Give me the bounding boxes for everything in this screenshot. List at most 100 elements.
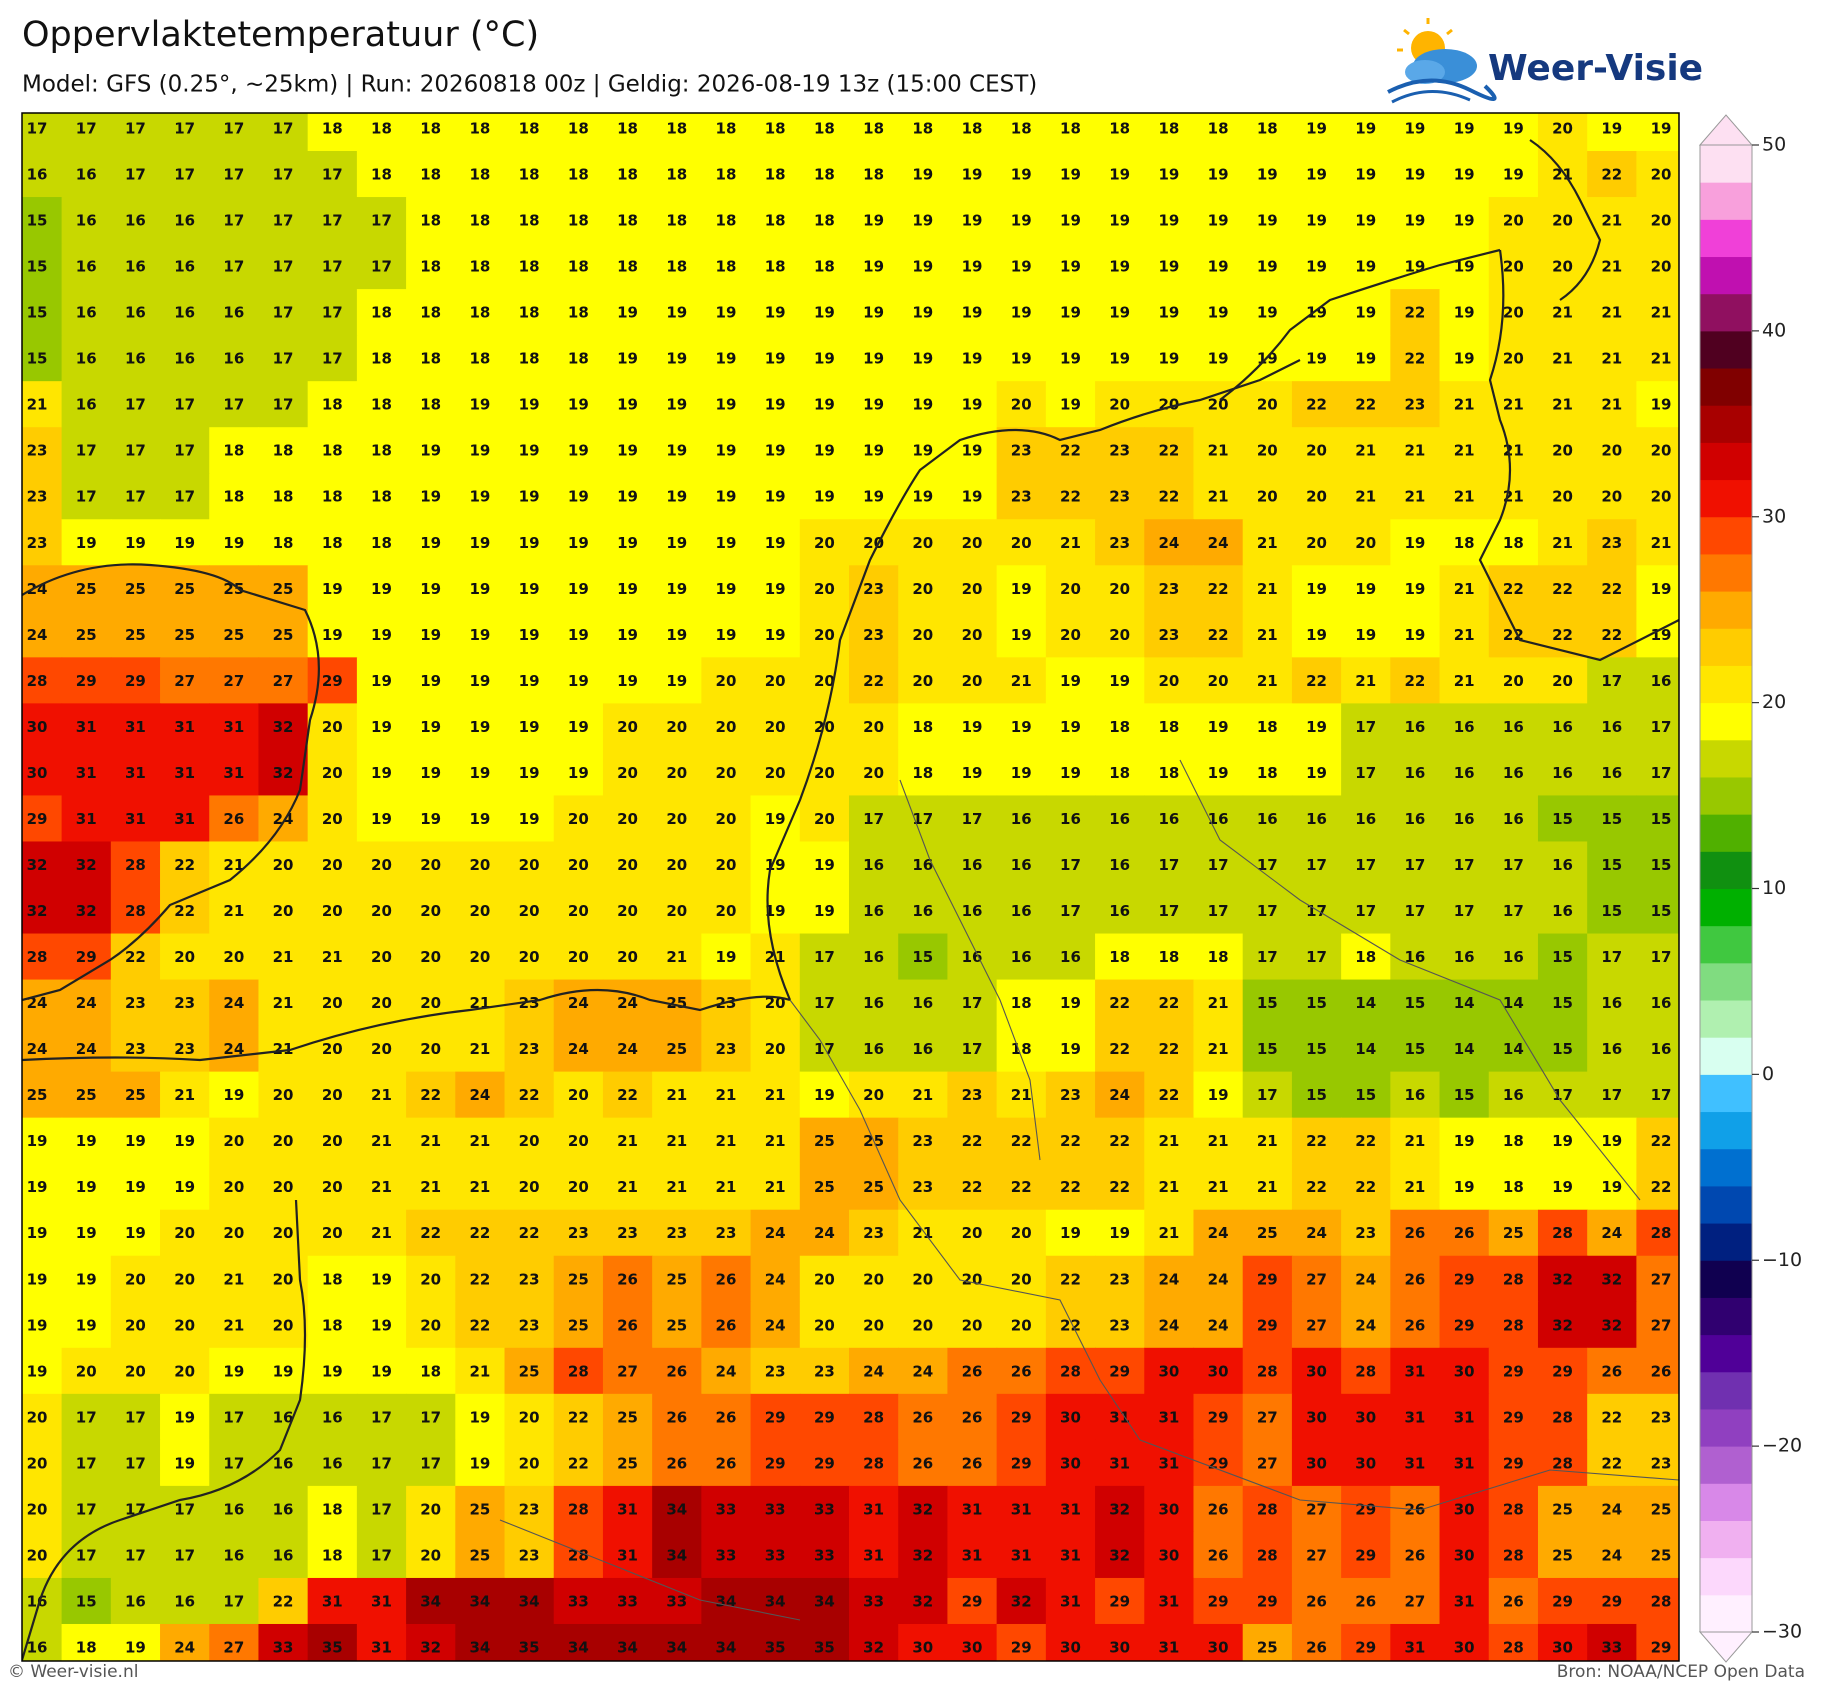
temperature-cell: [258, 841, 309, 889]
temperature-label: 17: [322, 166, 343, 184]
temperature-cell: [1439, 289, 1490, 336]
temperature-cell: [307, 243, 358, 290]
temperature-label: 20: [519, 1408, 540, 1426]
temperature-cell: [1242, 1393, 1293, 1441]
temperature-label: 26: [666, 1362, 687, 1380]
temperature-cell: [1242, 1439, 1293, 1487]
temperature-cell: [1242, 243, 1293, 290]
temperature-cell: [1193, 1623, 1244, 1661]
temperature-cell: [209, 1623, 260, 1661]
temperature-label: 19: [912, 488, 933, 506]
temperature-cell: [996, 565, 1047, 612]
temperature-cell: [307, 1163, 358, 1211]
temperature-label: 16: [27, 166, 48, 184]
temperature-cell: [1587, 841, 1637, 889]
temperature-cell: [898, 1393, 949, 1441]
temperature-cell: [750, 1347, 801, 1395]
temperature-cell: [1488, 1071, 1539, 1119]
temperature-label: 15: [1552, 810, 1573, 828]
temperature-cell: [701, 1439, 752, 1487]
temperature-label: 17: [912, 810, 933, 828]
temperature-cell: [1636, 1255, 1679, 1303]
temperature-cell: [701, 1255, 752, 1303]
temperature-label: 32: [27, 902, 48, 920]
temperature-label: 18: [666, 212, 687, 230]
colorbar-tick-label: −10: [1762, 1249, 1802, 1271]
temperature-label: 25: [1257, 1224, 1278, 1242]
temperature-label: 23: [1060, 1086, 1081, 1104]
temperature-cell: [553, 611, 604, 658]
temperature-cell: [849, 1209, 899, 1257]
temperature-label: 16: [1503, 764, 1524, 782]
temperature-label: 17: [223, 1454, 244, 1472]
temperature-cell: [1439, 1071, 1490, 1119]
temperature-label: 21: [1651, 304, 1672, 322]
logo-rays: [1397, 18, 1453, 52]
temperature-label: 19: [863, 212, 884, 230]
temperature-cell: [209, 1393, 260, 1441]
temperature-label: 19: [814, 396, 835, 414]
temperature-cell: [1587, 1025, 1637, 1073]
temperature-cell: [898, 427, 949, 474]
temperature-label: 32: [76, 856, 97, 874]
temperature-cell: [553, 887, 604, 935]
temperature-label: 29: [1552, 1592, 1573, 1610]
temperature-label: 20: [1552, 120, 1573, 138]
temperature-cell: [160, 979, 210, 1027]
temperature-cell: [406, 1117, 456, 1165]
temperature-label: 19: [519, 580, 540, 598]
temperature-label: 18: [568, 120, 589, 138]
temperature-cell: [61, 473, 112, 520]
temperature-label: 20: [716, 856, 737, 874]
temperature-label: 17: [76, 488, 97, 506]
temperature-label: 19: [223, 1362, 244, 1380]
temperature-label: 17: [1552, 1086, 1573, 1104]
temperature-cell: [455, 1531, 506, 1579]
temperature-cell: [1587, 197, 1637, 244]
temperature-cell: [553, 1485, 604, 1533]
border: [1179, 759, 1641, 1201]
temperature-label: 20: [371, 994, 392, 1012]
temperature-label: 17: [1257, 856, 1278, 874]
temperature-cell: [1439, 703, 1490, 751]
temperature-cell: [1439, 841, 1490, 889]
temperature-label: 32: [1011, 1592, 1032, 1610]
temperature-label: 29: [765, 1454, 786, 1472]
temperature-cell: [799, 979, 850, 1027]
temperature-label: 27: [1306, 1316, 1327, 1334]
temperature-label: 15: [1552, 1040, 1573, 1058]
temperature-cell: [1095, 979, 1145, 1027]
temperature-cell: [652, 887, 702, 935]
temperature-label: 21: [1651, 350, 1672, 368]
temperature-label: 18: [1355, 948, 1376, 966]
temperature-cell: [455, 1485, 506, 1533]
temperature-label: 19: [863, 396, 884, 414]
temperature-cell: [1242, 1531, 1293, 1579]
temperature-cell: [1193, 1209, 1244, 1257]
temperature-label: 19: [1405, 212, 1426, 230]
temperature-cell: [602, 1485, 653, 1533]
temperature-label: 15: [1651, 856, 1672, 874]
temperature-label: 18: [1257, 120, 1278, 138]
temperature-label: 20: [223, 948, 244, 966]
temperature-cell: [22, 1485, 63, 1533]
temperature-label: 19: [912, 166, 933, 184]
temperature-cell: [209, 933, 260, 981]
temperature-cell: [1045, 1531, 1096, 1579]
temperature-label: 26: [223, 810, 244, 828]
temperature-cell: [504, 841, 555, 889]
temperature-label: 19: [814, 856, 835, 874]
temperature-cell: [799, 887, 850, 935]
temperature-label: 17: [1208, 856, 1229, 874]
temperature-cell: [1636, 1025, 1679, 1073]
temperature-label: 18: [1208, 948, 1229, 966]
temperature-cell: [898, 1347, 949, 1395]
temperature-label: 24: [1306, 1224, 1327, 1242]
temperature-cell: [1242, 473, 1293, 520]
temperature-label: 18: [371, 304, 392, 322]
temperature-label: 27: [174, 672, 195, 690]
temperature-label: 19: [912, 350, 933, 368]
temperature-cell: [1045, 1025, 1096, 1073]
temperature-cell: [602, 887, 653, 935]
temperature-label: 20: [1503, 304, 1524, 322]
